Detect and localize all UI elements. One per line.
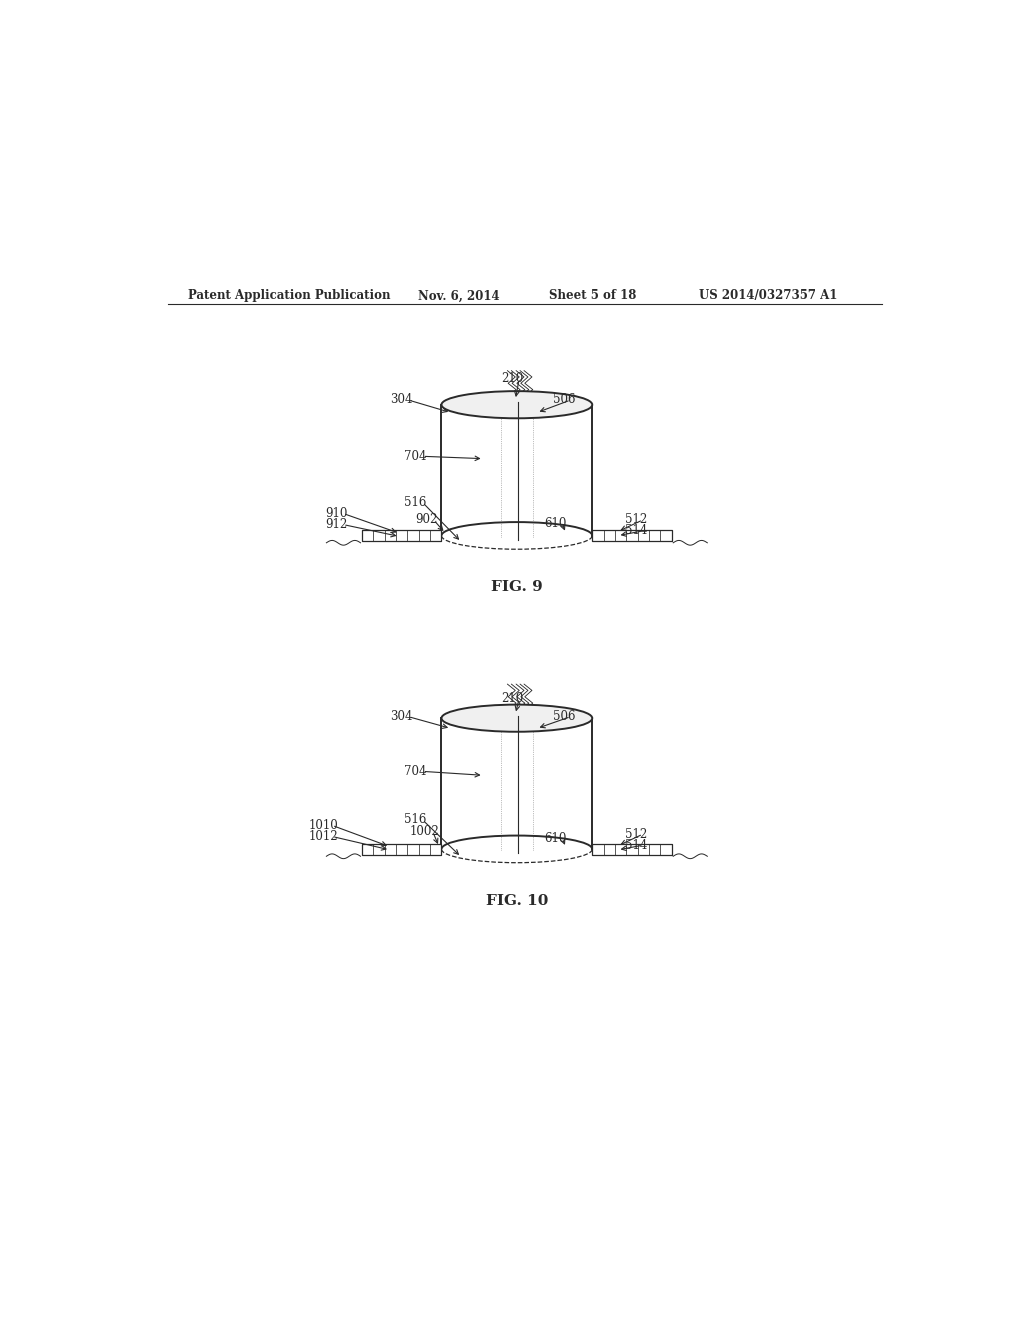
Text: 506: 506 <box>553 710 575 723</box>
Text: 1002: 1002 <box>410 825 439 838</box>
Ellipse shape <box>441 705 592 731</box>
Text: Nov. 6, 2014: Nov. 6, 2014 <box>418 289 500 302</box>
Text: 512: 512 <box>625 513 647 527</box>
Text: Sheet 5 of 18: Sheet 5 of 18 <box>549 289 636 302</box>
Bar <box>362 843 441 854</box>
Text: 912: 912 <box>325 517 347 531</box>
Ellipse shape <box>441 391 592 418</box>
Text: FIG. 10: FIG. 10 <box>485 894 548 908</box>
Text: 304: 304 <box>390 710 413 723</box>
Text: FIG. 9: FIG. 9 <box>490 581 543 594</box>
Bar <box>362 531 441 541</box>
Text: 1012: 1012 <box>309 830 339 843</box>
Text: 516: 516 <box>404 813 427 826</box>
Text: US 2014/0327357 A1: US 2014/0327357 A1 <box>699 289 838 302</box>
Text: 210: 210 <box>501 372 523 385</box>
Text: 910: 910 <box>325 507 347 520</box>
Text: 512: 512 <box>625 828 647 841</box>
Text: Patent Application Publication: Patent Application Publication <box>187 289 390 302</box>
Text: 210: 210 <box>501 692 523 705</box>
Text: 1010: 1010 <box>309 818 339 832</box>
Text: 902: 902 <box>416 513 437 527</box>
Bar <box>592 531 672 541</box>
Bar <box>592 843 672 854</box>
Text: 516: 516 <box>404 496 427 508</box>
Text: 704: 704 <box>404 764 427 777</box>
Text: 304: 304 <box>390 393 413 407</box>
Text: 514: 514 <box>625 524 647 537</box>
Text: 514: 514 <box>625 838 647 851</box>
Text: 610: 610 <box>544 832 566 845</box>
Text: 506: 506 <box>553 393 575 407</box>
Text: 610: 610 <box>544 517 566 531</box>
Text: 704: 704 <box>404 450 427 463</box>
